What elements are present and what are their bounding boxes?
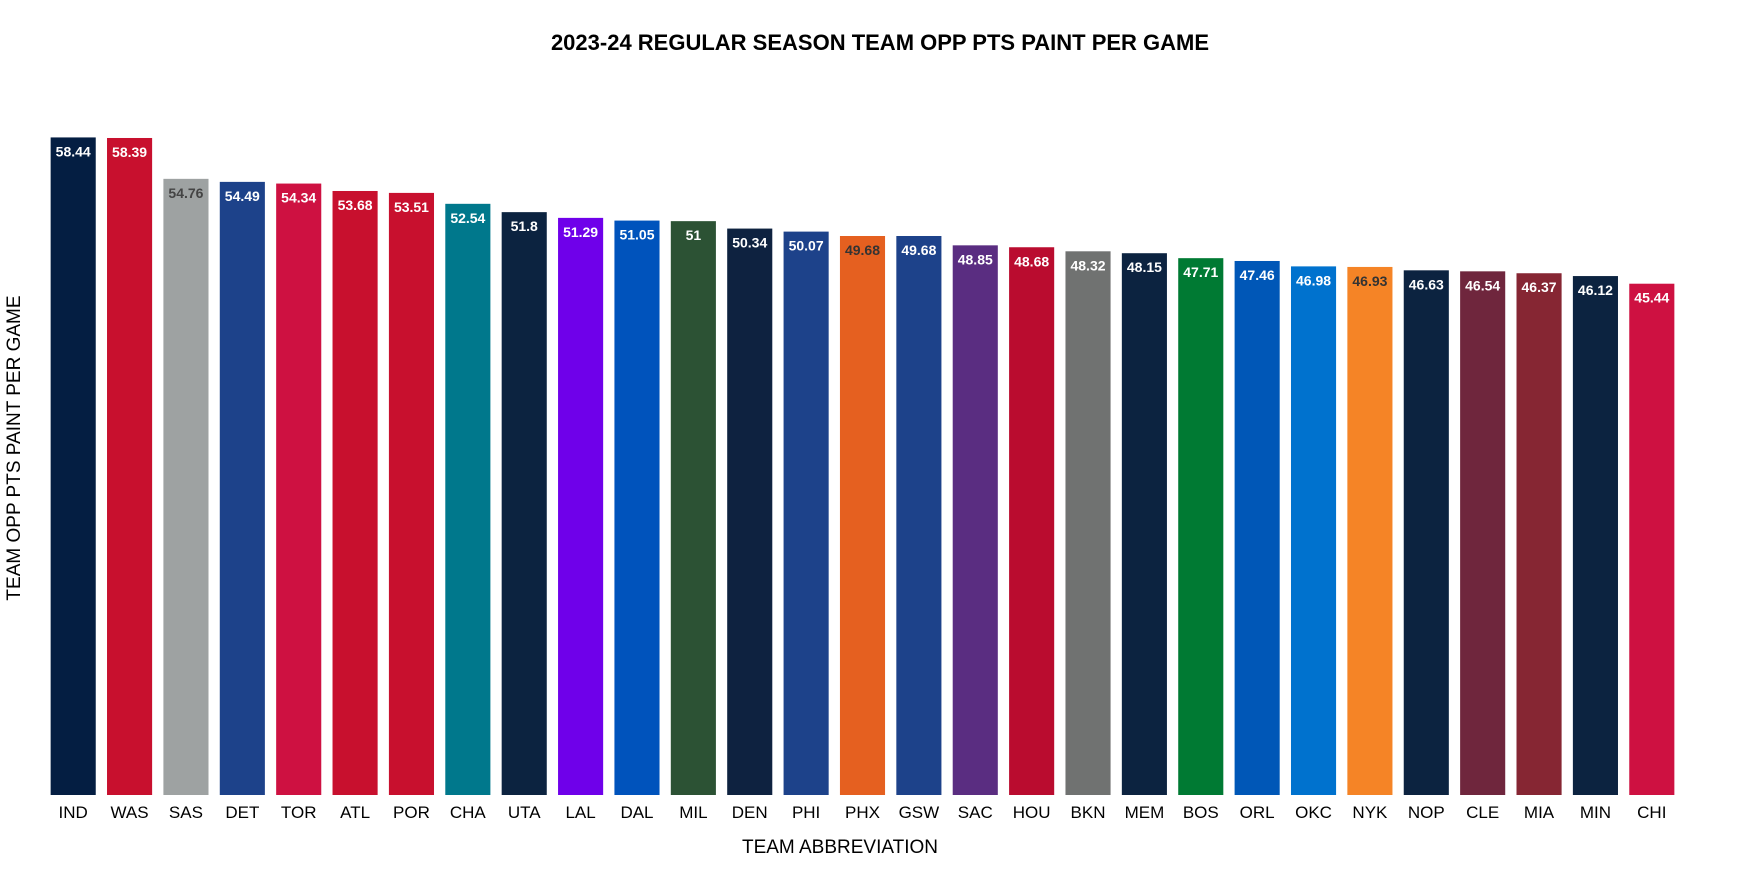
data-label-chi: 45.44: [1634, 290, 1669, 306]
x-tick-mil: MIL: [679, 803, 707, 822]
bar-dal: [614, 220, 660, 795]
data-label-bkn: 48.32: [1070, 257, 1105, 273]
x-tick-bos: BOS: [1183, 803, 1219, 822]
bar-okc: [1290, 266, 1337, 795]
bar-tor: [276, 183, 322, 795]
x-tick-okc: OKC: [1295, 803, 1332, 822]
x-tick-labels: IND WAS SAS DET TOR ATL POR CHA UTA LAL DAL MIL DEN P…: [59, 803, 1667, 822]
bar-phx: [839, 236, 886, 795]
bar-lal: [558, 217, 604, 795]
x-tick-sas: SAS: [169, 803, 203, 822]
x-tick-nyk: NYK: [1352, 803, 1388, 822]
x-tick-det: DET: [225, 803, 259, 822]
data-label-orl: 47.46: [1240, 267, 1275, 283]
x-axis-label: TEAM ABBREVIATION: [742, 837, 938, 858]
data-label-phx: 49.68: [845, 242, 880, 258]
bar-den: [727, 228, 773, 795]
bar-bos: [1178, 258, 1224, 795]
bar-nyk: [1347, 266, 1393, 795]
chart-title: 2023-24 REGULAR SEASON TEAM OPP PTS PAIN…: [551, 30, 1209, 55]
x-tick-ind: IND: [59, 803, 88, 822]
bars-group: [50, 137, 1675, 796]
data-label-mia: 46.37: [1522, 279, 1557, 295]
data-label-bos: 47.71: [1183, 264, 1218, 280]
data-label-por: 53.51: [394, 199, 429, 215]
data-label-det: 54.49: [225, 188, 260, 204]
x-tick-cha: CHA: [450, 803, 487, 822]
x-tick-uta: UTA: [508, 803, 541, 822]
data-label-dal: 51.05: [619, 227, 654, 243]
data-label-ind: 58.44: [56, 143, 91, 159]
x-tick-tor: TOR: [281, 803, 317, 822]
data-label-uta: 51.8: [511, 218, 538, 234]
bar-nop: [1403, 270, 1449, 795]
data-label-sac: 48.85: [958, 251, 993, 267]
bar-chi: [1629, 283, 1675, 795]
y-axis-label: TEAM OPP PTS PAINT PER GAME: [4, 295, 25, 600]
x-tick-bkn: BKN: [1071, 803, 1106, 822]
bar-orl: [1234, 260, 1280, 796]
data-label-atl: 53.68: [338, 197, 373, 213]
x-tick-phi: PHI: [792, 803, 820, 822]
bar-bkn: [1065, 251, 1111, 796]
bar-mia: [1516, 273, 1562, 795]
x-tick-orl: ORL: [1240, 803, 1275, 822]
bar-uta: [501, 212, 547, 795]
x-tick-gsw: GSW: [899, 803, 940, 822]
data-label-was: 58.39: [112, 144, 147, 160]
data-label-gsw: 49.68: [901, 242, 936, 258]
data-label-tor: 54.34: [281, 190, 316, 206]
bar-phi: [783, 231, 829, 796]
x-tick-mem: MEM: [1125, 803, 1165, 822]
bar-gsw: [896, 236, 942, 795]
data-label-phi: 50.07: [789, 238, 824, 254]
x-tick-sac: SAC: [958, 803, 993, 822]
x-tick-lal: LAL: [565, 803, 595, 822]
bar-por: [388, 192, 435, 795]
x-tick-hou: HOU: [1013, 803, 1051, 822]
bar-cha: [445, 203, 491, 795]
bar-min: [1572, 276, 1618, 795]
data-label-cle: 46.54: [1465, 277, 1500, 293]
bar-sas: [163, 178, 209, 796]
x-tick-phx: PHX: [845, 803, 880, 822]
data-label-cha: 52.54: [450, 210, 485, 226]
x-tick-den: DEN: [732, 803, 768, 822]
x-tick-mia: MIA: [1524, 803, 1555, 822]
x-tick-cle: CLE: [1466, 803, 1499, 822]
x-tick-dal: DAL: [620, 803, 653, 822]
bar-mem: [1121, 253, 1167, 795]
bar-ind: [50, 137, 96, 795]
x-tick-was: WAS: [111, 803, 149, 822]
data-label-nyk: 46.93: [1352, 273, 1387, 289]
data-label-sas: 54.76: [168, 185, 203, 201]
data-label-hou: 48.68: [1014, 253, 1049, 269]
bar-hou: [1009, 247, 1055, 795]
data-label-mil: 51: [686, 227, 702, 243]
bar-atl: [332, 190, 378, 796]
x-tick-chi: CHI: [1637, 803, 1666, 822]
x-tick-atl: ATL: [340, 803, 370, 822]
x-tick-por: POR: [393, 803, 430, 822]
data-label-min: 46.12: [1578, 282, 1613, 298]
data-label-okc: 46.98: [1296, 272, 1331, 288]
data-label-nop: 46.63: [1409, 276, 1444, 292]
bar-det: [219, 181, 265, 795]
data-label-den: 50.34: [732, 235, 767, 251]
x-tick-min: MIN: [1580, 803, 1611, 822]
bar-cle: [1460, 271, 1506, 796]
data-label-lal: 51.29: [563, 224, 598, 240]
bar-sac: [952, 245, 998, 796]
data-labels: 58.44 58.39 54.76 54.49 54.34 53.68 53.51 52.54…: [56, 143, 1670, 305]
bar-was: [107, 137, 153, 796]
data-label-mem: 48.15: [1127, 259, 1162, 275]
x-tick-nop: NOP: [1408, 803, 1445, 822]
bar-mil: [670, 221, 716, 795]
